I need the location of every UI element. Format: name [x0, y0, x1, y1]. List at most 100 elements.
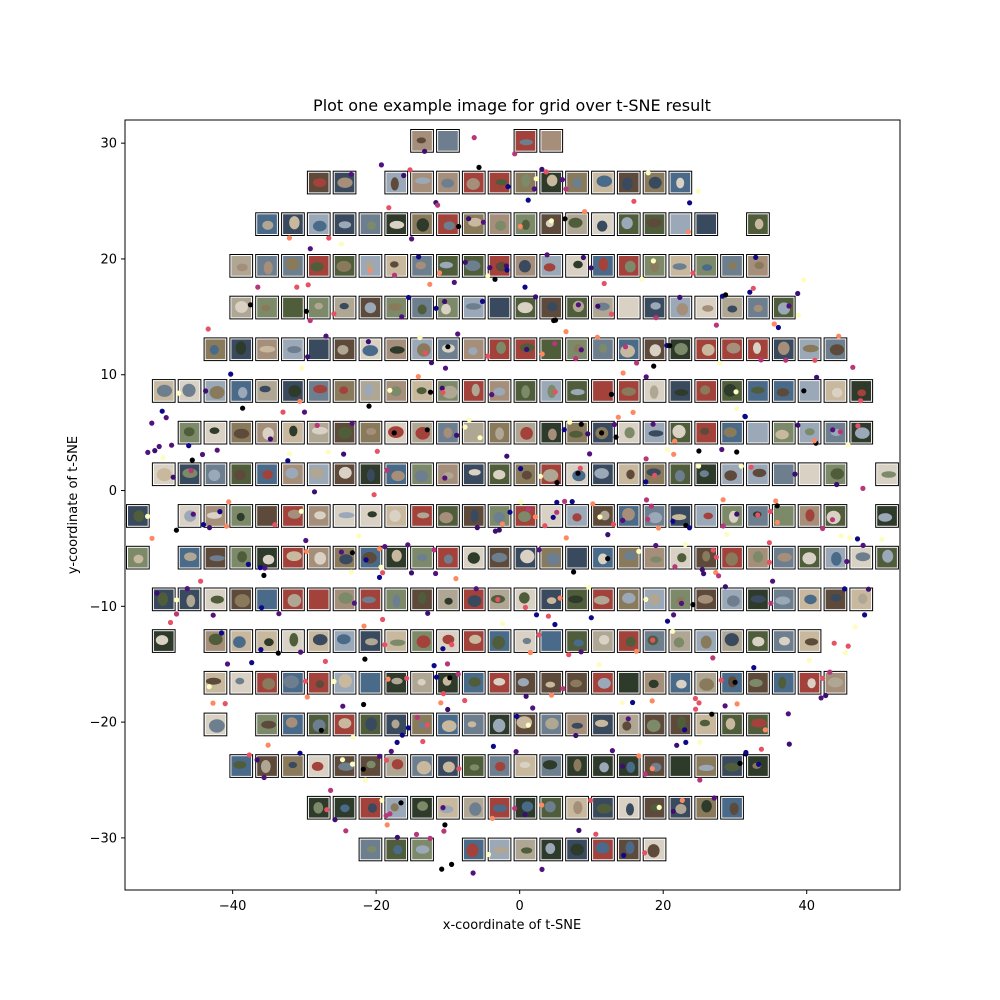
scatter-point — [814, 374, 820, 380]
thumbnail-image — [410, 754, 434, 778]
scatter-point — [366, 403, 372, 409]
scatter-point — [152, 448, 158, 454]
scatter-point — [723, 292, 729, 298]
thumbnail-image — [461, 337, 486, 362]
thumbnail-image — [591, 170, 615, 195]
thumbnail-image — [384, 462, 409, 487]
scatter-point — [455, 671, 461, 677]
thumbnail-image — [539, 587, 564, 612]
thumbnail-image — [203, 545, 228, 570]
thumbnail-image — [410, 337, 434, 362]
scatter-point — [522, 284, 528, 290]
scatter-point — [149, 420, 155, 426]
thumbnail-image — [616, 170, 641, 195]
scatter-point — [363, 557, 369, 563]
scatter-point — [576, 827, 582, 834]
scatter-point — [261, 572, 267, 579]
scatter-point — [590, 501, 596, 507]
scatter-point — [413, 831, 420, 838]
thumbnail-image — [539, 420, 564, 445]
thumbnail-image — [332, 587, 357, 612]
scatter-point — [456, 223, 462, 230]
scatter-point — [444, 661, 451, 667]
thumbnail-image — [539, 129, 564, 153]
thumbnail-image — [487, 170, 512, 195]
scatter-point — [378, 564, 384, 570]
scatter-point — [836, 333, 842, 339]
thumbnail-image — [281, 712, 305, 737]
thumbnail-image — [384, 254, 409, 278]
thumbnail-image — [410, 629, 434, 653]
scatter-point — [435, 202, 441, 208]
scatter-point — [554, 499, 560, 505]
scatter-point — [240, 405, 246, 411]
scatter-point — [217, 509, 223, 515]
thumbnail-image — [513, 129, 538, 153]
thumbnail-image — [384, 754, 409, 778]
thumbnail-image — [565, 795, 589, 820]
scatter-point — [670, 808, 676, 814]
scatter-point — [690, 270, 696, 276]
scatter-point — [552, 389, 558, 395]
scatter-point — [650, 637, 656, 643]
thumbnail-image — [384, 295, 409, 320]
y-tick-label: 0 — [109, 484, 117, 499]
scatter-point — [693, 706, 699, 712]
y-tick-label: −30 — [90, 831, 117, 846]
scatter-point — [630, 409, 636, 415]
thumbnail-image — [668, 629, 693, 653]
scatter-point — [416, 254, 422, 260]
scatter-point — [771, 321, 777, 327]
thumbnail-image — [591, 754, 615, 778]
scatter-point — [378, 162, 384, 168]
scatter-point — [860, 485, 866, 491]
scatter-point — [845, 643, 851, 649]
scatter-point — [573, 356, 579, 362]
thumbnail-image — [746, 545, 770, 570]
scatter-point — [338, 241, 344, 247]
scatter-point — [380, 570, 386, 576]
scatter-point — [720, 523, 726, 529]
thumbnail-image — [823, 504, 848, 528]
scatter-point — [351, 600, 357, 606]
scatter-point — [682, 541, 688, 548]
thumbnail-image — [694, 212, 719, 237]
thumbnail-image — [539, 629, 564, 653]
thumbnail-image — [539, 379, 564, 403]
thumbnail-image — [746, 379, 770, 403]
thumbnail-image — [177, 504, 202, 528]
thumbnail-image — [487, 504, 512, 528]
thumbnail-image — [487, 212, 512, 237]
scatter-point — [734, 406, 740, 412]
thumbnail-image — [436, 129, 460, 153]
thumbnail-image — [177, 587, 202, 612]
scatter-point — [275, 650, 281, 656]
scatter-point — [254, 757, 260, 763]
scatter-point — [298, 649, 304, 655]
thumbnail-image — [616, 212, 641, 237]
thumbnail-image — [410, 712, 434, 737]
scatter-point — [398, 800, 404, 806]
thumbnail-image — [694, 254, 719, 278]
thumbnail-image — [306, 337, 331, 362]
thumbnail-image — [358, 420, 383, 445]
scatter-point — [742, 413, 748, 419]
scatter-point — [577, 465, 583, 471]
scatter-point — [303, 537, 309, 544]
scatter-point — [367, 268, 373, 274]
scatter-point — [485, 851, 492, 858]
scatter-point — [297, 750, 303, 756]
scatter-point — [709, 711, 715, 717]
thumbnail-image — [720, 795, 744, 820]
scatter-point — [387, 387, 393, 393]
scatter-point — [820, 675, 826, 681]
thumbnail-image — [771, 379, 796, 403]
thumbnail-image — [461, 170, 486, 195]
scatter-point — [711, 795, 717, 801]
thumbnail-image — [616, 420, 641, 445]
thumbnail-image — [436, 170, 460, 195]
thumbnail-image — [591, 795, 615, 820]
scatter-point — [415, 374, 421, 380]
scatter-point — [854, 536, 861, 542]
scatter-point — [738, 463, 744, 469]
